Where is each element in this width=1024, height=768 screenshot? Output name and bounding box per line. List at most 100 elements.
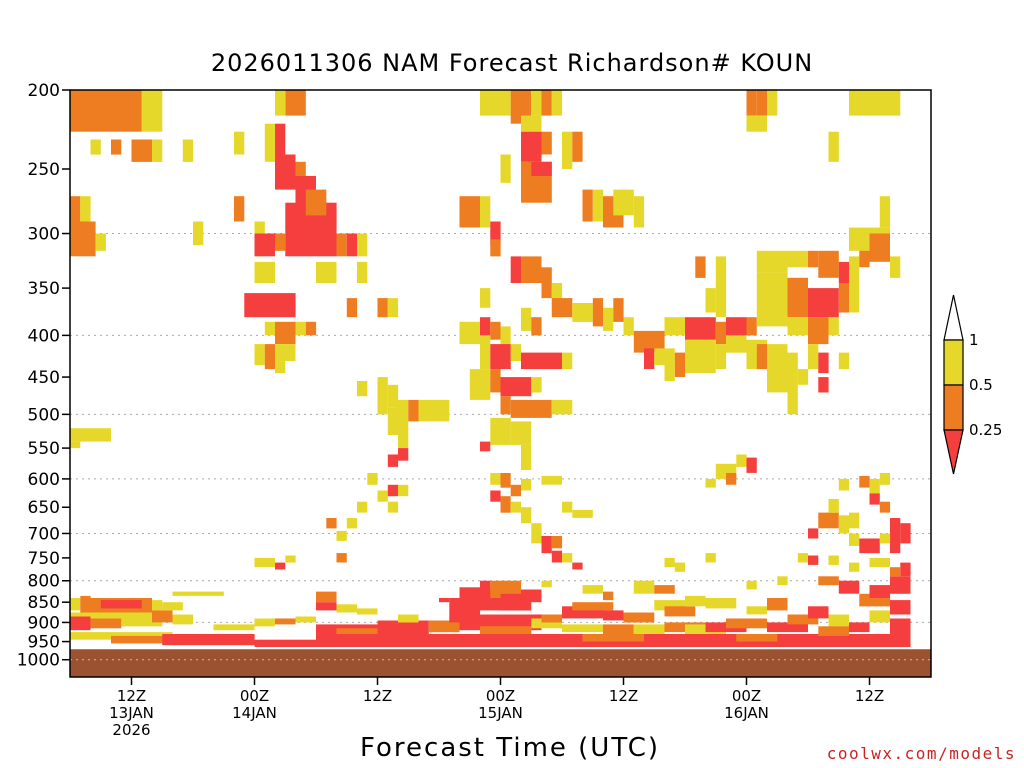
heatmap-cell [551,399,563,415]
heatmap-cell [541,475,562,485]
colorbar-label: 0.5 [969,376,993,394]
heatmap-cell [787,317,808,336]
heatmap-cell [531,317,542,336]
heatmap-cell [551,90,563,116]
heatmap-cell [531,523,542,544]
heatmap-cell [808,344,819,370]
heatmap-cell [756,250,788,273]
heatmap-cell [818,512,839,529]
heatmap-cell [664,557,675,568]
heatmap-cell [582,189,593,222]
heatmap-cell [459,587,501,611]
heatmap-cell [275,562,286,570]
y-axis: 200 250 300 350 400 450 500 550 600 650 700 750 8008… [17,81,70,671]
heatmap-cell [767,344,788,393]
heatmap-cell [521,352,562,370]
heatmap-cell [521,444,532,470]
heatmap-cell [70,221,96,257]
heatmap-cell [70,90,142,132]
heatmap-cells [70,90,911,648]
heatmap-cell [162,634,255,646]
heatmap-cell [674,562,686,572]
heatmap-cell [756,344,768,370]
heatmap-cell [459,614,542,631]
heatmap-cell [95,233,106,251]
heatmap-cell [879,501,891,513]
heatmap-cell [603,591,614,601]
colorbar-swatch-orange [943,384,964,431]
heatmap-cell [480,335,491,370]
colorbar-swatch-red [943,429,964,475]
heatmap-cell [521,478,532,491]
heatmap-cell [357,501,368,513]
heatmap-cell [890,600,911,615]
heatmap-cell [182,139,194,162]
heatmap-cell [726,335,747,353]
heatmap-cell [90,618,122,629]
heatmap-cell [480,288,491,308]
heatmap-cell [849,622,870,633]
x-tick-label: 00Z [240,687,269,705]
heatmap-cell [490,369,501,393]
heatmap-cell [551,550,563,563]
heatmap-cell [644,348,655,370]
heatmap-cell [633,624,665,634]
heatmap-cell [869,233,890,262]
heatmap-cell [572,509,593,518]
heatmap-cell [387,501,399,513]
heatmap-cell [275,344,296,361]
y-tick-label: 350 [28,279,60,299]
heatmap-cell [377,298,388,318]
credit-link[interactable]: coolwx.com/models [826,744,1016,763]
heatmap-cell [254,639,316,648]
heatmap-cell [141,90,163,132]
heatmap-cell [387,484,399,497]
heatmap-cell [500,377,532,397]
heatmap-cell [111,635,193,644]
heatmap-cell [480,580,491,590]
heatmap-cell [316,591,337,603]
heatmap-cell [838,478,850,491]
heatmap-cell [859,475,870,488]
heatmap-cell [510,90,532,124]
heatmap-cell [705,478,716,488]
heatmap-cell [459,196,480,228]
heatmap-cell [490,239,501,257]
heatmap-cell [234,196,245,222]
heatmap-cell [592,298,604,327]
heatmap-cell [828,555,839,565]
heatmap-cell [562,399,573,415]
heatmap-cell [377,620,429,635]
heatmap-cell [572,602,614,611]
heatmap-cell [70,428,111,442]
heatmap-cell [428,620,460,633]
colorbar-legend: 1 0.5 0.25 [943,294,1002,475]
heatmap-cell [541,90,552,116]
heatmap-cell [346,233,358,257]
x-tick-label: 12Z [855,687,884,705]
heatmap-cell [767,622,808,633]
heatmap-cell [510,421,532,445]
heatmap-cell [521,589,542,603]
heatmap-cell [264,321,276,336]
heatmap-cell [849,256,860,283]
heatmap-cell [797,369,809,385]
heatmap-cell [398,614,419,623]
heatmap-cell [500,473,511,488]
heatmap-cell [275,233,286,251]
heatmap-cell [900,523,911,544]
heatmap-cell [285,555,296,563]
heatmap-cell [767,90,778,116]
heatmap-cell [244,293,296,318]
heatmap-cell [469,369,491,400]
heatmap-cell [326,518,337,529]
heatmap-cell [398,399,409,449]
heatmap-cell [890,618,911,635]
heatmap-cell [70,632,173,640]
heatmap-cell [531,161,552,176]
heatmap-cell [500,396,511,415]
heatmap-cell [275,321,296,345]
heatmap-cell [254,344,265,366]
heatmap-cell [398,448,409,461]
heatmap-cell [890,576,911,594]
